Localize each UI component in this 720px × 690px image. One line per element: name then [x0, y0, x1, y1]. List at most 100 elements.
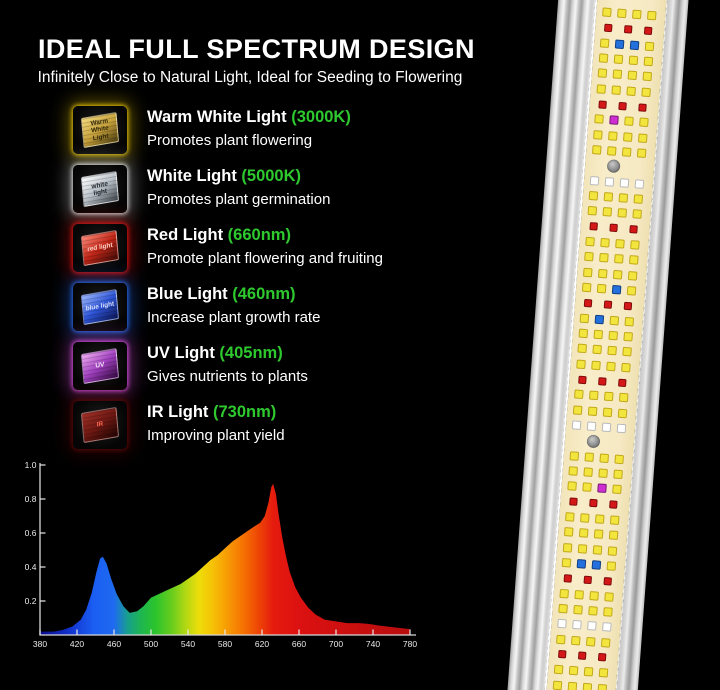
led-warm-white — [603, 391, 614, 402]
screw-hole-icon — [586, 434, 601, 449]
led-warm-white — [594, 514, 605, 524]
light-description: Improving plant yield — [147, 427, 285, 444]
led-warm-white — [617, 408, 628, 418]
led-chip-graphic: blue light — [80, 288, 120, 326]
led-white — [601, 422, 612, 433]
led-warm-white — [600, 637, 611, 648]
led-warm-white — [589, 590, 599, 601]
led-warm-white — [617, 8, 627, 19]
led-warm-white — [621, 147, 632, 158]
led-red — [583, 298, 593, 308]
led-warm-white — [612, 69, 623, 80]
led-warm-white — [598, 668, 609, 678]
light-text: UV Light (405nm) Gives nutrients to plant… — [147, 342, 308, 385]
led-warm-white — [558, 603, 568, 614]
led-red — [609, 223, 618, 233]
light-description: Promote plant flowering and fruiting — [147, 250, 383, 267]
red-led-icon: red light — [73, 224, 127, 272]
led-warm-white — [556, 634, 566, 644]
led-red — [569, 497, 578, 507]
led-warm-white — [552, 680, 563, 690]
light-name: Red Light — [147, 226, 224, 244]
led-warm-white — [597, 683, 608, 690]
led-white — [589, 175, 600, 186]
led-warm-white — [611, 85, 622, 95]
led-warm-white — [593, 129, 603, 140]
led-warm-white — [607, 545, 618, 556]
led-red — [618, 101, 627, 111]
led-red — [629, 225, 638, 234]
led-warm-white — [630, 240, 640, 250]
led-white — [557, 619, 567, 629]
led-warm-white — [579, 513, 590, 523]
y-tick-label: 1.0 — [25, 460, 37, 470]
light-title: Blue Light (460nm) — [147, 283, 320, 304]
light-value: (460nm) — [232, 285, 296, 303]
light-item-warm-white-light: Warm White Light Warm White Light (3000K)… — [73, 106, 383, 158]
led-white — [572, 620, 582, 630]
page-subtitle: Infinitely Close to Natural Light, Ideal… — [37, 69, 463, 86]
led-warm-white — [608, 530, 619, 541]
led-warm-white — [617, 208, 628, 219]
led-warm-white — [592, 345, 602, 355]
light-item-uv-light: UV UV Light (405nm) Gives nutrients to pla… — [73, 342, 383, 394]
led-red — [623, 301, 633, 311]
led-warm-white — [584, 252, 594, 262]
led-warm-white — [626, 86, 637, 96]
led-warm-white — [627, 70, 638, 81]
led-warm-white — [582, 482, 592, 493]
led-warm-white — [642, 72, 653, 82]
x-tick-label: 740 — [366, 639, 380, 649]
led-warm-white — [581, 282, 592, 293]
led-warm-white — [578, 328, 589, 339]
led-warm-white — [576, 359, 586, 369]
led-blue — [576, 559, 587, 569]
led-blue — [629, 40, 640, 51]
led-warm-white — [591, 145, 602, 155]
led-warm-white — [565, 512, 575, 522]
light-title: Red Light (660nm) — [147, 224, 383, 245]
led-warm-white — [606, 561, 617, 571]
light-value: (5000K) — [241, 167, 302, 185]
led-warm-white — [597, 68, 608, 79]
y-tick-label: 0.2 — [25, 596, 37, 606]
led-red — [618, 378, 627, 387]
led-warm-white — [597, 268, 608, 279]
led-warm-white — [606, 146, 617, 156]
led-warm-white — [602, 407, 613, 417]
led-red — [557, 650, 567, 659]
led-warm-white — [582, 682, 593, 690]
light-name: Blue Light — [147, 285, 228, 303]
led-warm-white — [609, 315, 620, 326]
led-warm-white — [628, 55, 639, 66]
spectrum-chart: 0.2 0.4 0.6 0.8 1.0 380 420 460 500 540 580 620 660 7… — [25, 460, 418, 649]
led-chip-graphic: UV — [80, 347, 120, 385]
led-warm-white — [628, 255, 639, 266]
light-value: (3000K) — [291, 108, 351, 126]
light-text: Warm White Light (3000K) Promotes plant f… — [147, 106, 351, 149]
led-red — [603, 23, 613, 33]
led-warm-white — [646, 10, 657, 21]
led-warm-white — [604, 591, 614, 602]
page-title: IDEAL FULL SPECTRUM DESIGN — [38, 34, 475, 64]
led-warm-white — [583, 467, 593, 477]
led-warm-white — [593, 529, 604, 540]
led-red — [638, 102, 647, 112]
led-red — [623, 25, 633, 34]
led-red — [589, 498, 598, 508]
led-warm-white — [602, 7, 612, 18]
led-warm-white — [613, 54, 624, 65]
light-title: White Light (5000K) — [147, 165, 330, 186]
led-warm-white — [587, 406, 598, 416]
led-warm-white — [596, 283, 607, 294]
led-warm-white — [612, 484, 622, 495]
x-tick-label: 380 — [33, 639, 47, 649]
led-white — [586, 421, 597, 432]
spectrum-area — [40, 483, 410, 635]
light-value: (405nm) — [219, 344, 283, 362]
led-warm-white — [594, 114, 604, 125]
led-warm-white — [636, 148, 647, 159]
led-warm-white — [641, 87, 651, 97]
x-tick-label: 540 — [181, 639, 195, 649]
led-chip-graphic: white light — [80, 170, 120, 208]
